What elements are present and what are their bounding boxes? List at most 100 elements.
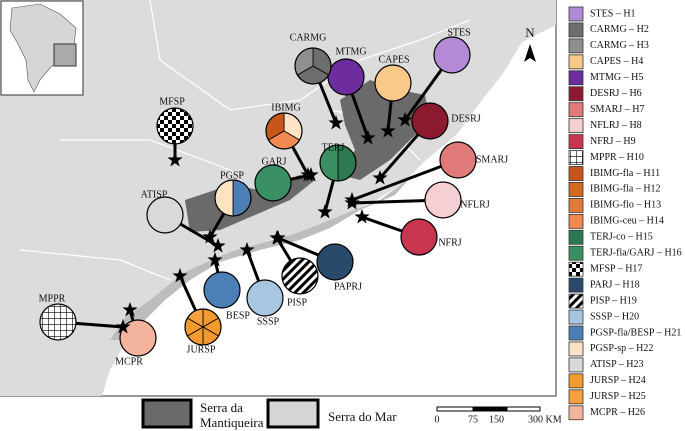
legend-label: IBIMG-fla – H12 — [590, 184, 661, 195]
legend-swatch — [568, 309, 584, 325]
site-star — [397, 112, 413, 127]
site-star — [372, 170, 388, 185]
scale-label: 75 — [468, 414, 478, 425]
haplotype-pie — [316, 243, 354, 281]
site-star — [360, 130, 376, 145]
site-star — [207, 252, 223, 267]
legend-label: CAPES – H4 — [590, 56, 643, 67]
site-label: ATISP — [141, 189, 168, 200]
haplotype-pie — [319, 144, 357, 182]
haplotype-pie — [327, 58, 365, 96]
legend-label: PISP – H19 — [590, 295, 637, 306]
legend-label: JURSP – H24 — [590, 375, 646, 386]
site-label: GARJ — [261, 156, 286, 167]
legend-swatch — [568, 277, 584, 293]
site-label: MCPR — [115, 356, 143, 367]
haplotype-pie — [265, 112, 303, 150]
site-star — [202, 229, 218, 244]
site-label: MPPR — [39, 293, 66, 304]
legend-label: MTMG – H5 — [590, 72, 643, 83]
site-star — [380, 123, 396, 138]
legend-label: MCPR – H26 — [590, 407, 645, 418]
site-label: PAPRJ — [334, 281, 362, 292]
legend-swatch — [568, 213, 584, 229]
haplotype-pie — [214, 179, 252, 217]
legend-label: TERJ-fla/GARJ – H16 — [590, 248, 682, 259]
haplotype-pie — [156, 107, 194, 145]
map-legend-label: Serra do Mar — [328, 409, 397, 424]
site-label: CARMG — [290, 32, 327, 43]
legend-label: CARMG – H3 — [590, 40, 649, 51]
site-label: CAPES — [378, 54, 409, 65]
haplotype-pie — [119, 319, 157, 357]
site-label: IBIMG — [271, 102, 300, 113]
legend-label: SSSP – H20 — [590, 311, 639, 322]
site-label: BESP — [226, 310, 250, 321]
scale-label: 300 KM — [528, 414, 562, 425]
legend-swatch — [568, 86, 584, 102]
inset-map — [0, 0, 84, 96]
map-legend: Serra da Mantiqueira Serra do Mar — [141, 398, 397, 430]
legend-label: JURSP – H25 — [590, 391, 646, 402]
site-label: TERJ — [322, 142, 345, 153]
scale-label: 150 — [489, 414, 504, 425]
legend-label: ATISP – H23 — [590, 359, 644, 370]
legend-swatch — [568, 6, 584, 22]
legend-swatch — [568, 373, 584, 389]
site-label: MTMG — [335, 46, 366, 57]
scale-bar: 0 75 150 300 KM — [435, 406, 562, 425]
haplotype-pie — [246, 279, 284, 317]
site-star — [122, 302, 138, 317]
haplotype-legend: STES – H1 CARMG – H2 CARMG – H3 CAPES – H4 M… — [568, 6, 682, 421]
scale-label: 0 — [435, 414, 440, 425]
legend-label: NFRJ – H9 — [590, 136, 636, 147]
state-borders — [19, 0, 471, 281]
legend-label: TERJ-co – H15 — [590, 232, 653, 243]
legend-label: PGSP-fla/BESP – H21 — [590, 327, 681, 338]
haplotype-pie — [146, 196, 184, 234]
legend-label: DESRJ – H6 — [590, 88, 642, 99]
site-label: STES — [447, 27, 470, 38]
legend-swatch — [568, 134, 584, 150]
site-star — [167, 152, 183, 167]
legend-label: MPPR – H10 — [590, 152, 644, 163]
haplotype-pie — [374, 64, 412, 102]
site-label: MFSP — [159, 96, 185, 107]
legend-swatch — [568, 405, 584, 421]
north-arrow: N — [524, 25, 536, 62]
site-star — [115, 319, 131, 334]
site-label: SMARJ — [476, 154, 508, 165]
legend-swatch — [568, 197, 584, 213]
site-label: JURSP — [187, 344, 216, 355]
legend-label: NFLRJ – H8 — [590, 120, 642, 131]
site-label: PISP — [287, 297, 307, 308]
haplotype-pie — [400, 218, 438, 256]
site-star — [344, 195, 360, 210]
legend-swatch — [568, 150, 584, 165]
legend-swatch — [568, 54, 584, 70]
haplotype-pie — [411, 102, 449, 140]
haplotype-pie — [433, 36, 471, 74]
legend-swatch — [568, 357, 584, 373]
map-legend-label: Serra da — [200, 400, 243, 415]
legend-swatch — [568, 70, 584, 86]
site-star — [328, 115, 344, 130]
legend-label: STES – H1 — [590, 8, 636, 19]
site-connector — [351, 158, 459, 202]
map-legend-label: Mantiqueira — [200, 415, 264, 430]
haplotype-pie — [294, 47, 332, 85]
site-star — [172, 268, 188, 283]
haplotype-pie — [281, 257, 319, 295]
legend-swatch — [568, 261, 584, 277]
site-star — [239, 242, 255, 257]
legend-swatch — [568, 182, 584, 197]
legend-swatch — [568, 118, 584, 134]
site-label: PGSP — [220, 170, 244, 181]
legend-label: IBIMG-flo – H13 — [590, 200, 661, 211]
legend-label: PGSP-sp – H22 — [590, 343, 653, 354]
legend-swatch — [568, 341, 584, 357]
legend-label: CARMG – H2 — [590, 24, 649, 35]
legend-label: IBIMG-fla – H11 — [590, 168, 660, 179]
serra-do-mar — [110, 178, 410, 340]
